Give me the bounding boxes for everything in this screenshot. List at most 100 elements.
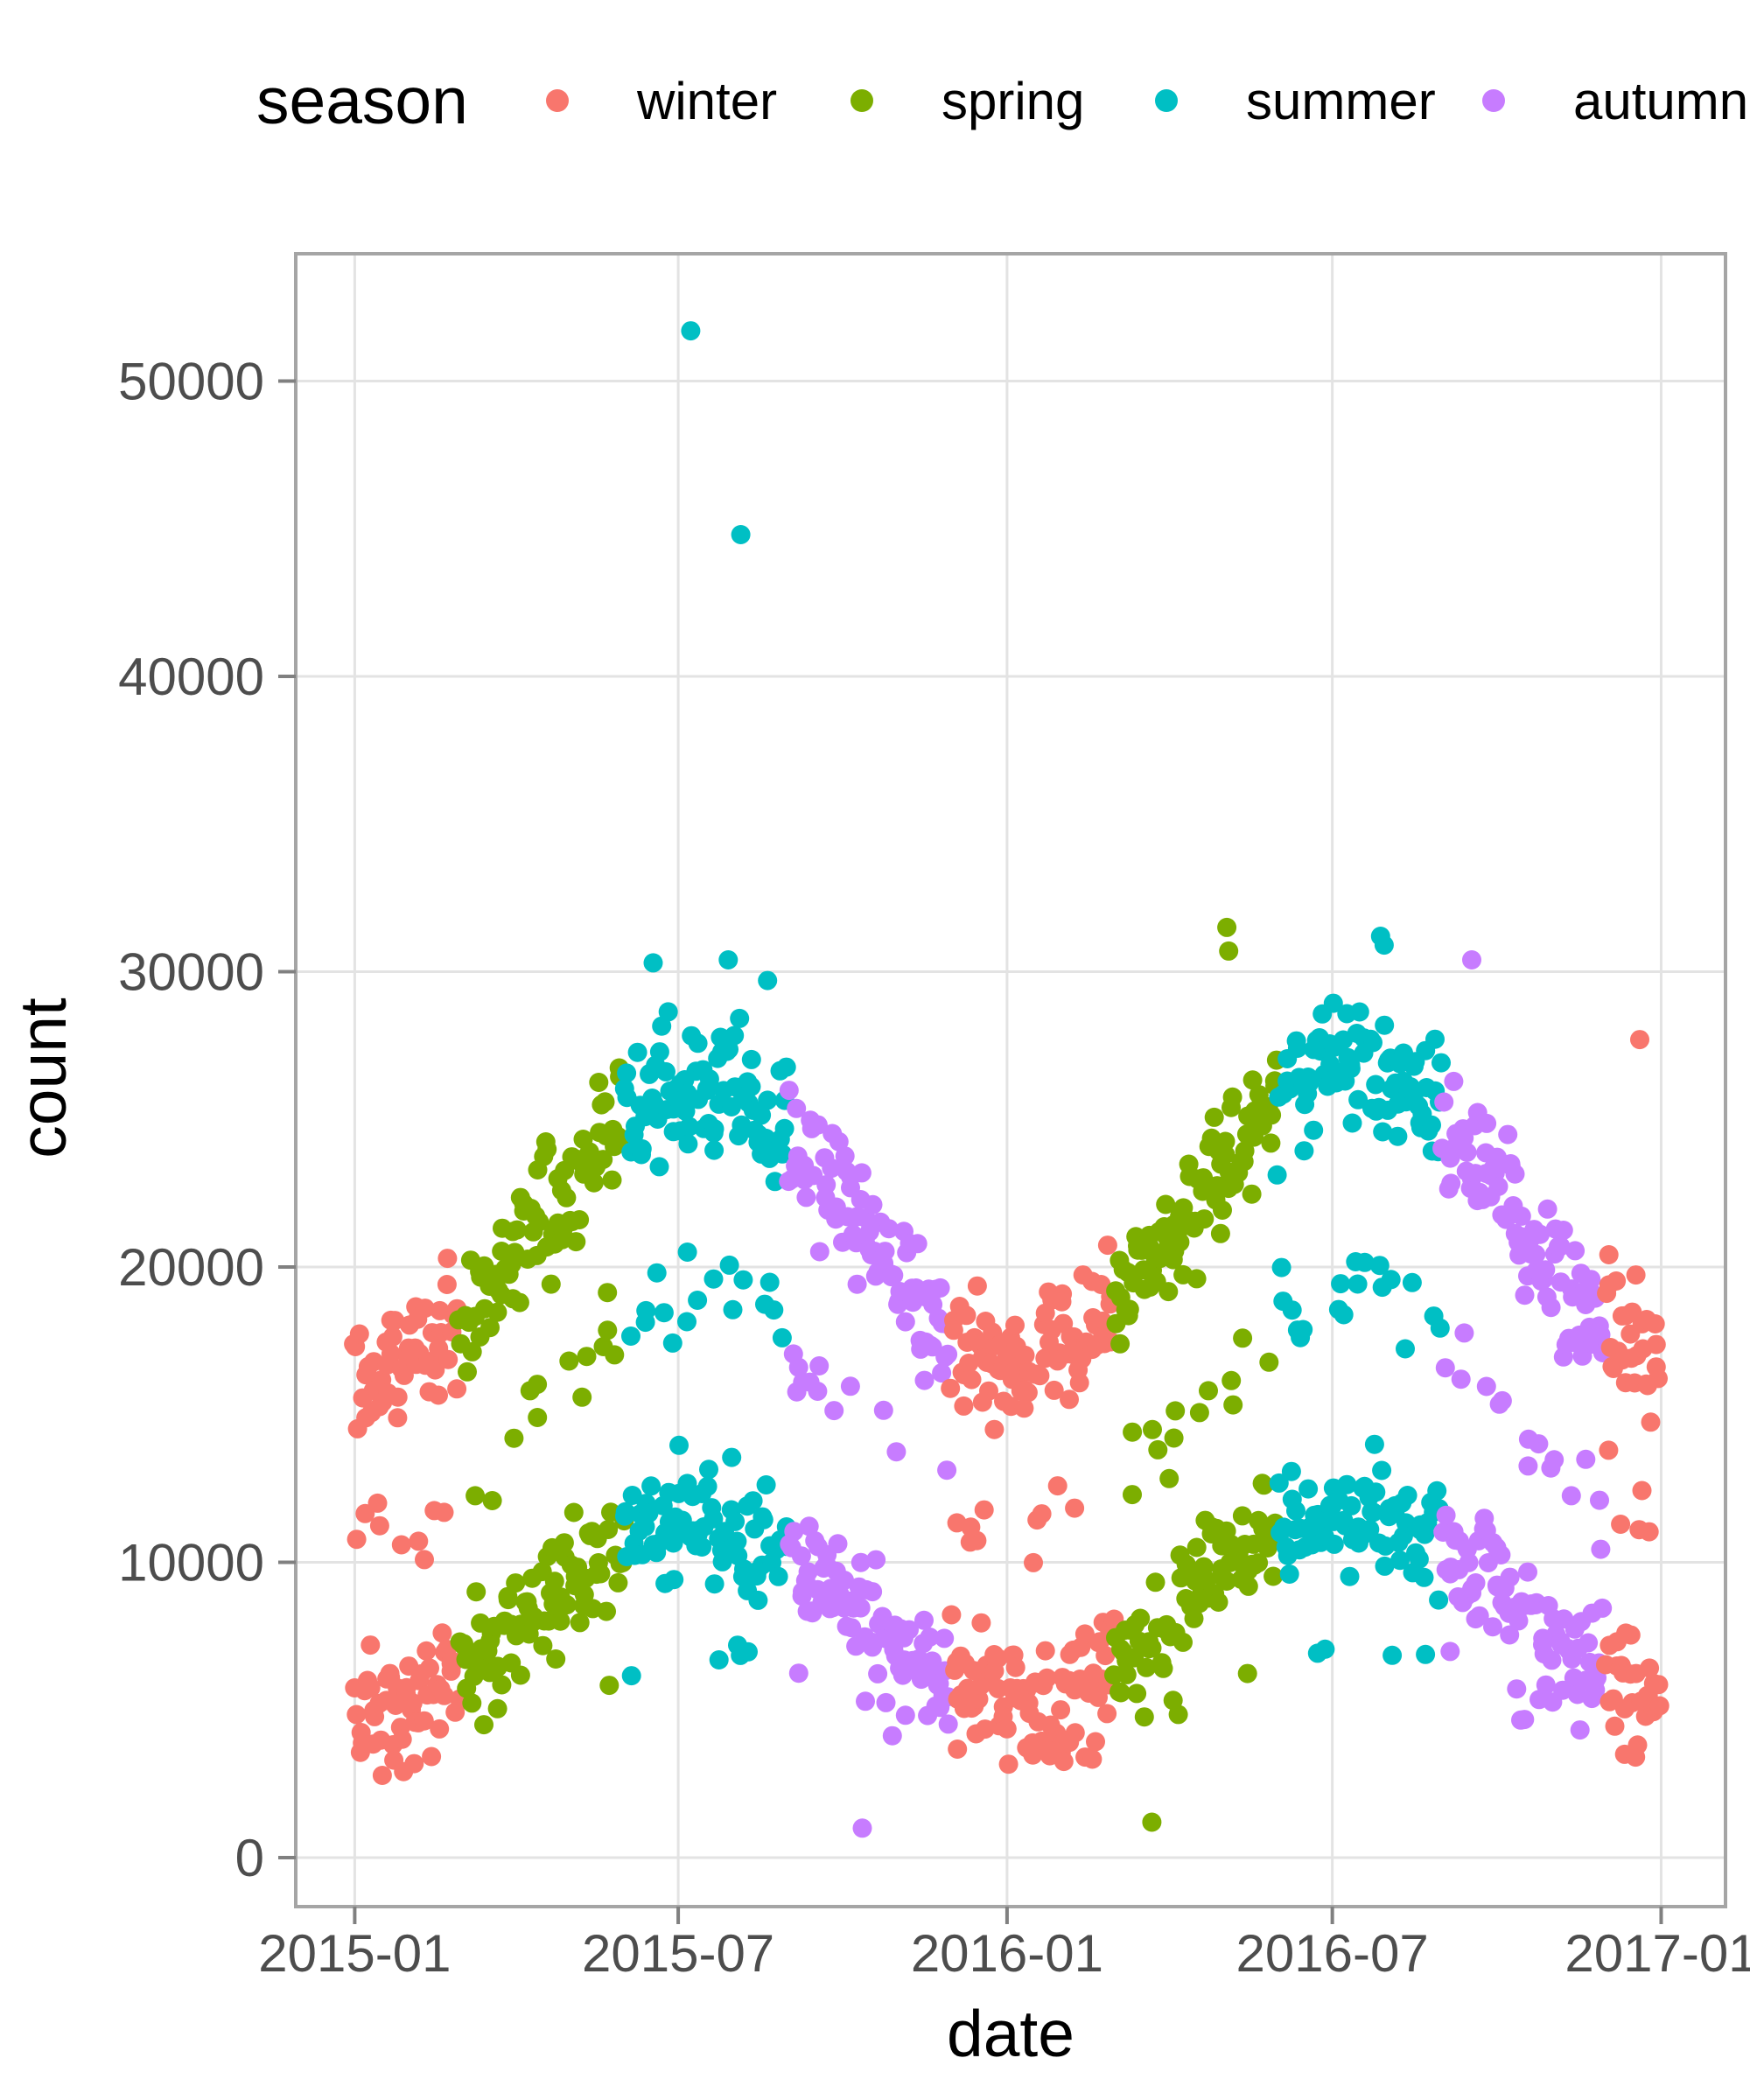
outlier-point: [1217, 917, 1237, 937]
data-point: [591, 1564, 611, 1584]
data-point: [577, 1347, 597, 1367]
data-point: [1366, 1074, 1386, 1095]
data-point: [824, 1401, 844, 1421]
data-point: [895, 1312, 915, 1332]
data-point: [772, 1327, 792, 1348]
data-point: [1342, 1113, 1362, 1133]
data-point: [360, 1678, 381, 1698]
data-point: [1507, 1679, 1527, 1699]
data-point: [1223, 1395, 1243, 1415]
data-point: [753, 1509, 774, 1530]
data-point: [828, 1534, 848, 1554]
legend-label-autumn: autumn: [1573, 72, 1748, 130]
data-point: [528, 1408, 548, 1427]
data-point: [875, 1242, 895, 1262]
data-point: [1430, 1318, 1450, 1338]
data-point: [480, 1318, 500, 1338]
data-point: [346, 1704, 367, 1725]
data-point: [349, 1324, 369, 1344]
data-point: [1530, 1224, 1550, 1244]
data-point: [602, 1170, 622, 1190]
data-point: [1511, 1206, 1531, 1226]
data-point: [1649, 1696, 1670, 1716]
data-point: [1111, 1683, 1130, 1703]
data-point: [776, 1057, 796, 1077]
data-point: [425, 1360, 445, 1380]
data-point: [1518, 1562, 1537, 1582]
data-point: [900, 1620, 919, 1640]
data-point: [1620, 1625, 1641, 1645]
data-point: [1298, 1479, 1319, 1499]
data-point: [1005, 1657, 1026, 1677]
data-point: [462, 1693, 482, 1713]
data-point: [809, 1242, 830, 1262]
data-point: [1626, 1265, 1646, 1285]
data-point: [392, 1729, 412, 1749]
data-point: [1143, 1419, 1162, 1439]
data-point: [1541, 1298, 1561, 1318]
data-point: [1536, 1260, 1556, 1280]
data-point: [1216, 1572, 1236, 1591]
data-point: [1096, 1646, 1116, 1666]
data-point: [787, 1098, 807, 1118]
data-point: [692, 1537, 712, 1557]
data-point: [647, 1263, 667, 1283]
data-point: [678, 1134, 698, 1154]
data-point: [974, 1500, 994, 1520]
data-point: [1279, 1564, 1299, 1584]
data-point: [1024, 1552, 1043, 1572]
data-point: [907, 1234, 928, 1254]
data-point: [1576, 1449, 1596, 1469]
data-point: [1375, 1015, 1395, 1035]
data-point: [1360, 1519, 1380, 1539]
data-point: [1018, 1382, 1038, 1403]
data-point: [733, 1270, 753, 1290]
data-point: [895, 1705, 915, 1726]
outlier-point: [1462, 950, 1481, 970]
data-point: [584, 1172, 604, 1193]
data-point: [1388, 1126, 1408, 1146]
data-point: [840, 1376, 860, 1396]
data-point: [1515, 1710, 1535, 1730]
data-point: [1097, 1236, 1117, 1256]
data-point: [850, 1552, 871, 1572]
data-point: [1271, 1257, 1292, 1278]
outlier-point: [718, 950, 738, 970]
data-point: [1639, 1522, 1659, 1542]
data-point: [1184, 1608, 1204, 1628]
data-point: [388, 1387, 408, 1407]
data-point: [1363, 1032, 1382, 1053]
data-point: [1054, 1752, 1074, 1772]
data-point: [730, 1008, 750, 1028]
data-point: [382, 1326, 402, 1347]
data-point: [779, 1081, 799, 1101]
data-point: [1032, 1504, 1052, 1524]
data-point: [1578, 1633, 1599, 1653]
data-point: [529, 1212, 550, 1232]
data-point: [1233, 1328, 1253, 1348]
data-point: [1429, 1590, 1449, 1610]
data-point: [474, 1715, 494, 1735]
data-point: [550, 1611, 570, 1631]
legend-key-winter-icon: [546, 89, 569, 112]
y-axis-title: count: [6, 998, 80, 1158]
data-point: [835, 1146, 855, 1166]
data-point: [1282, 1300, 1302, 1320]
data-point: [1483, 1617, 1502, 1637]
data-point: [420, 1658, 439, 1678]
data-point: [914, 1610, 934, 1630]
data-point: [1375, 1556, 1395, 1576]
data-point: [998, 1754, 1018, 1774]
data-point: [768, 1566, 788, 1586]
data-point: [1235, 1141, 1255, 1161]
data-point: [1281, 1461, 1301, 1481]
data-point: [1015, 1345, 1035, 1365]
data-point: [434, 1685, 454, 1705]
data-point: [764, 1300, 784, 1320]
data-point: [798, 1562, 818, 1582]
data-point: [466, 1582, 486, 1602]
data-point: [1611, 1515, 1631, 1534]
data-point: [704, 1140, 724, 1160]
data-point: [346, 1530, 367, 1550]
y-tick-label: 20000: [118, 1238, 264, 1297]
